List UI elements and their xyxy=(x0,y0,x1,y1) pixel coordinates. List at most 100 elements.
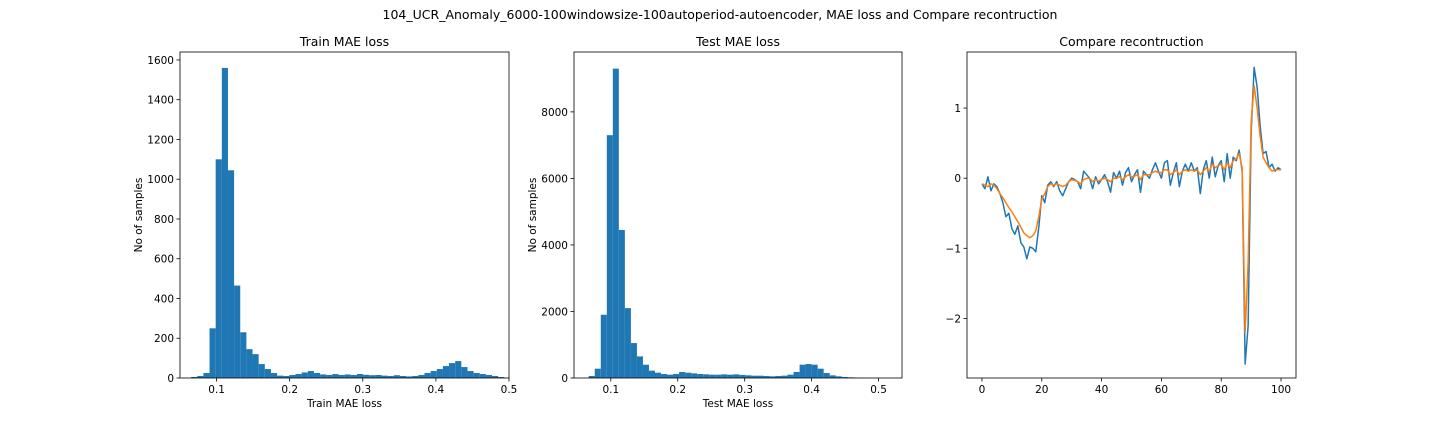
histogram-bar xyxy=(246,349,253,378)
histogram-bar xyxy=(492,376,499,378)
histogram-bar xyxy=(588,376,595,378)
histogram-bar xyxy=(449,363,456,378)
histogram-bar xyxy=(781,375,788,378)
histogram-bar xyxy=(769,376,776,378)
x-tick-label: 0.3 xyxy=(354,384,371,396)
y-tick-label: 400 xyxy=(154,293,174,305)
histogram-bar xyxy=(320,374,327,378)
y-tick-label: 6000 xyxy=(541,173,568,185)
y-tick-label: 1600 xyxy=(147,55,174,67)
reconstruction-series-line xyxy=(981,84,1282,334)
histogram-bar xyxy=(406,376,413,378)
histogram-bar xyxy=(811,364,818,378)
histogram-bar xyxy=(461,367,468,378)
y-tick-label: 4000 xyxy=(541,240,568,252)
histogram-bar xyxy=(197,376,204,378)
histogram-bar xyxy=(387,376,394,378)
histogram-bar xyxy=(227,170,235,378)
histogram-bar xyxy=(485,375,493,378)
histogram-bar xyxy=(618,229,625,378)
actual-series-line xyxy=(981,66,1282,365)
x-tick-label: 0.1 xyxy=(602,384,619,396)
x-tick-label: 0.4 xyxy=(803,384,820,396)
y-tick-label: 800 xyxy=(154,214,174,226)
histogram-bar xyxy=(289,375,296,378)
subplots: 0.1 0.2 0.3 0.4 0.50200400600800100012001400… xyxy=(133,34,1297,410)
x-tick-label: 0.5 xyxy=(501,384,518,396)
histogram-bar xyxy=(332,374,339,378)
histogram-bar xyxy=(326,375,333,378)
histogram-bar xyxy=(606,135,613,378)
histogram-bar xyxy=(721,374,728,378)
figure-suptitle: 104_UCR_Anomaly_6000-100windowsize-100au… xyxy=(383,7,1058,22)
histogram-bar xyxy=(648,370,655,378)
histogram-bar xyxy=(467,371,474,378)
histogram-bar xyxy=(636,356,643,378)
histogram-bar xyxy=(215,159,222,378)
histogram-bar xyxy=(393,375,400,378)
subplot-3: 0 20 40 60 80 100 −2 −1 0 1 Compare recontruction xyxy=(946,34,1297,396)
histogram-bar xyxy=(829,375,836,378)
subplot-2: 0.1 0.2 0.3 0.4 0.5 0 2000 4000 6000 8000 Test MAE… xyxy=(527,34,903,410)
histogram-bar xyxy=(799,364,806,378)
histogram-bar xyxy=(356,374,364,378)
histogram-bar xyxy=(209,328,216,378)
histogram-bar xyxy=(307,371,314,378)
x-tick-label: 60 xyxy=(1155,384,1168,396)
histogram-bar xyxy=(661,374,668,378)
y-tick-label: −2 xyxy=(946,313,961,325)
histogram-bar xyxy=(430,371,437,378)
histogram-bar xyxy=(252,354,259,378)
histogram-bar xyxy=(709,374,716,378)
histogram-bar xyxy=(691,373,698,378)
y-tick-label: 0 xyxy=(561,373,568,385)
y-tick-label: 0 xyxy=(167,373,174,385)
y-tick-label: 8000 xyxy=(541,107,568,119)
histogram-bar xyxy=(667,374,674,378)
histogram-bar xyxy=(685,372,692,378)
histogram-bar xyxy=(418,375,425,378)
histogram-bar xyxy=(841,377,848,378)
histogram-bar xyxy=(270,373,278,378)
histogram-bar xyxy=(424,373,431,378)
histogram-bar xyxy=(234,285,241,378)
histogram-bar xyxy=(630,343,637,378)
subplot-title: Train MAE loss xyxy=(299,34,389,49)
x-tick-label: 0.4 xyxy=(428,384,445,396)
x-tick-label: 0.2 xyxy=(281,384,298,396)
y-tick-label: 0 xyxy=(954,173,961,185)
y-axis-label: No of samples xyxy=(133,178,145,253)
y-tick-label: 1200 xyxy=(147,134,174,146)
histogram-bar xyxy=(442,366,450,378)
x-tick-label: 40 xyxy=(1095,384,1108,396)
histogram-bar xyxy=(436,369,443,378)
histogram-bar xyxy=(295,374,302,378)
x-tick-label: 0.3 xyxy=(736,384,753,396)
histogram-bar xyxy=(642,364,649,378)
histogram-bar xyxy=(369,375,376,378)
histogram-bar xyxy=(203,373,210,378)
histogram-bar xyxy=(751,375,758,378)
histogram-bar xyxy=(191,377,198,378)
y-tick-label: 2000 xyxy=(541,306,568,318)
histogram-bar xyxy=(727,374,734,378)
y-axis-label: No of samples xyxy=(527,178,539,253)
histogram-bar xyxy=(624,308,631,378)
x-tick-label: 20 xyxy=(1035,384,1048,396)
histogram-bar xyxy=(805,364,812,378)
histogram-bar xyxy=(739,375,746,378)
histogram-bar xyxy=(479,374,486,378)
histogram-bar xyxy=(612,68,619,378)
histogram-bar xyxy=(793,372,800,378)
x-tick-label: 0.5 xyxy=(870,384,887,396)
histogram-bar xyxy=(715,374,722,378)
axes-frame xyxy=(573,51,903,379)
histogram-bar xyxy=(301,372,308,378)
histogram-bar xyxy=(455,361,462,378)
histogram-bar xyxy=(823,373,830,378)
histogram-bar xyxy=(817,368,824,378)
histogram-bar xyxy=(350,375,357,378)
x-tick-label: 0.1 xyxy=(208,384,225,396)
y-tick-label: 200 xyxy=(154,333,174,345)
